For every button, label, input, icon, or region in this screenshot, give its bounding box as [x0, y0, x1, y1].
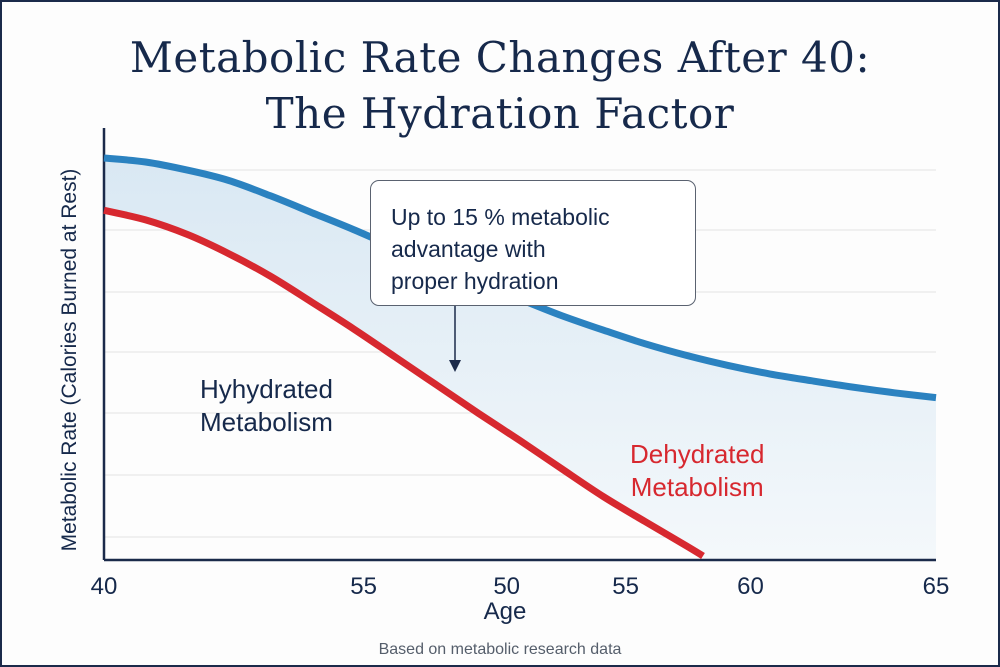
x-tick-label-4: 60	[737, 573, 764, 600]
x-tick-label-3: 55	[612, 573, 639, 600]
dehydrated-label-line-1: Dehydrated	[630, 439, 765, 469]
title-line-1: Metabolic Rate Changes After 40:	[129, 33, 871, 82]
dehydrated-series-line	[103, 206, 705, 559]
x-tick-label-1: 55	[350, 573, 377, 600]
callout-line-3: proper hydration	[391, 268, 559, 294]
hydrated-series-label: Hyhydrated Metabolism	[200, 373, 333, 439]
chart-title: Metabolic Rate Changes After 40: The Hyd…	[0, 30, 1000, 142]
callout-box: Up to 15 % metabolic advantage with prop…	[370, 180, 696, 306]
dehydrated-series-label: Dehydrated Metabolism	[630, 438, 764, 504]
x-tick-label-2: 50	[493, 573, 520, 600]
title-line-2: The Hydration Factor	[265, 89, 735, 138]
footnote: Based on metabolic research data	[378, 641, 622, 658]
x-tick-label-5: 65	[923, 573, 950, 600]
dehydrated-label-line-2: Metabolism	[630, 472, 764, 502]
callout-line-2: advantage with	[391, 236, 546, 262]
callout-line-1: Up to 15 % metabolic	[391, 204, 610, 230]
hydrated-label-line-1: Hyhydrated	[200, 374, 333, 404]
x-tick-label-0: 40	[91, 573, 118, 600]
band-between-series	[104, 158, 936, 560]
y-axis-label: Metabolic Rate (Calories Burned at Rest)	[58, 168, 81, 552]
callout-arrow-head	[449, 360, 461, 372]
hydrated-label-line-2: Metabolism	[200, 407, 333, 437]
x-axis-label: Age	[483, 598, 527, 625]
